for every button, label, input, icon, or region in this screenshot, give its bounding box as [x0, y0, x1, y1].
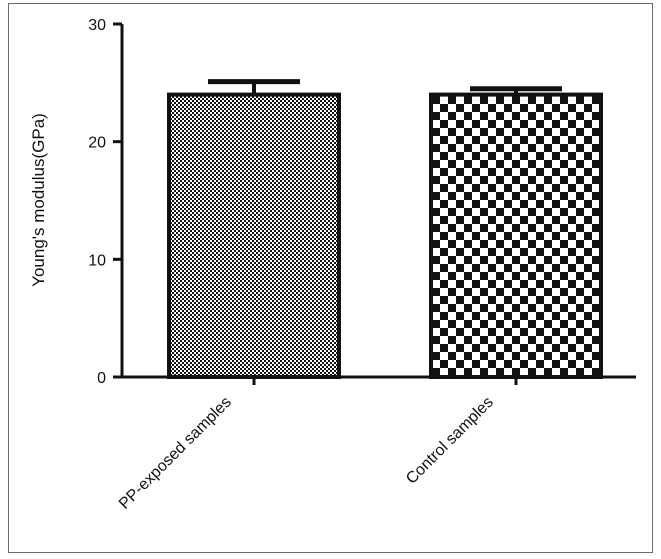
y-tick-label: 0: [97, 370, 106, 387]
bar: [429, 92, 603, 379]
y-axis-label: Young's modulus(GPa): [29, 113, 48, 287]
bar: [167, 92, 341, 379]
y-tick-label: 10: [88, 252, 106, 269]
x-tick-label: PP-exposed samples: [116, 394, 235, 513]
y-tick-label: 20: [88, 135, 106, 152]
y-tick-label: 30: [88, 17, 106, 34]
x-tick-label: Control samples: [403, 394, 497, 488]
plot-area: 0 10 20 30 PP-exposed samples Control samples: [88, 17, 636, 513]
